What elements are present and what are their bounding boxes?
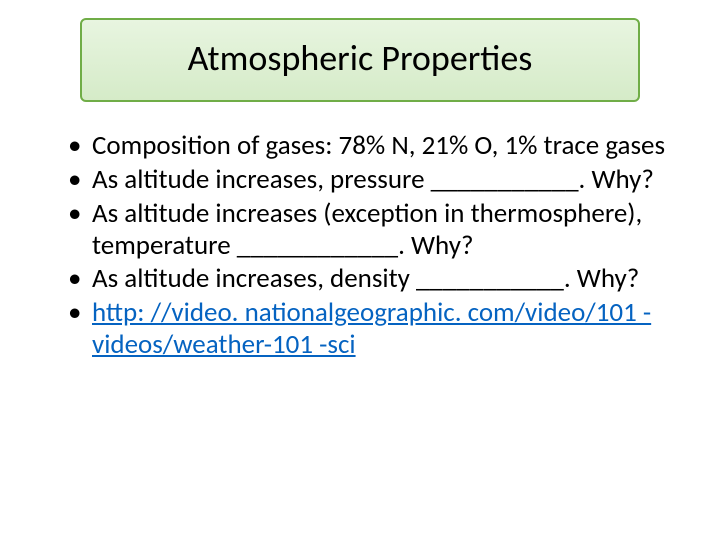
bullet-item: As altitude increases, pressure ________…	[68, 164, 680, 196]
hyperlink[interactable]: http: //video. nationalgeographic. com/v…	[92, 296, 651, 361]
title-box: Atmospheric Properties	[80, 18, 640, 102]
bullet-item: Composition of gases: 78% N, 21% O, 1% t…	[68, 130, 680, 162]
bullet-text: As altitude increases (exception in ther…	[92, 197, 642, 262]
bullet-text: As altitude increases, density _________…	[92, 262, 639, 295]
bullet-text: As altitude increases, pressure ________…	[92, 163, 654, 196]
slide-title: Atmospheric Properties	[102, 36, 618, 80]
bullet-text: Composition of gases: 78% N, 21% O, 1% t…	[92, 129, 665, 162]
bullet-item-link: http: //video. nationalgeographic. com/v…	[68, 297, 680, 361]
bullet-list: Composition of gases: 78% N, 21% O, 1% t…	[40, 130, 680, 361]
bullet-item: As altitude increases, density _________…	[68, 263, 680, 295]
bullet-item: As altitude increases (exception in ther…	[68, 198, 680, 262]
slide-container: Atmospheric Properties Composition of ga…	[0, 0, 720, 540]
